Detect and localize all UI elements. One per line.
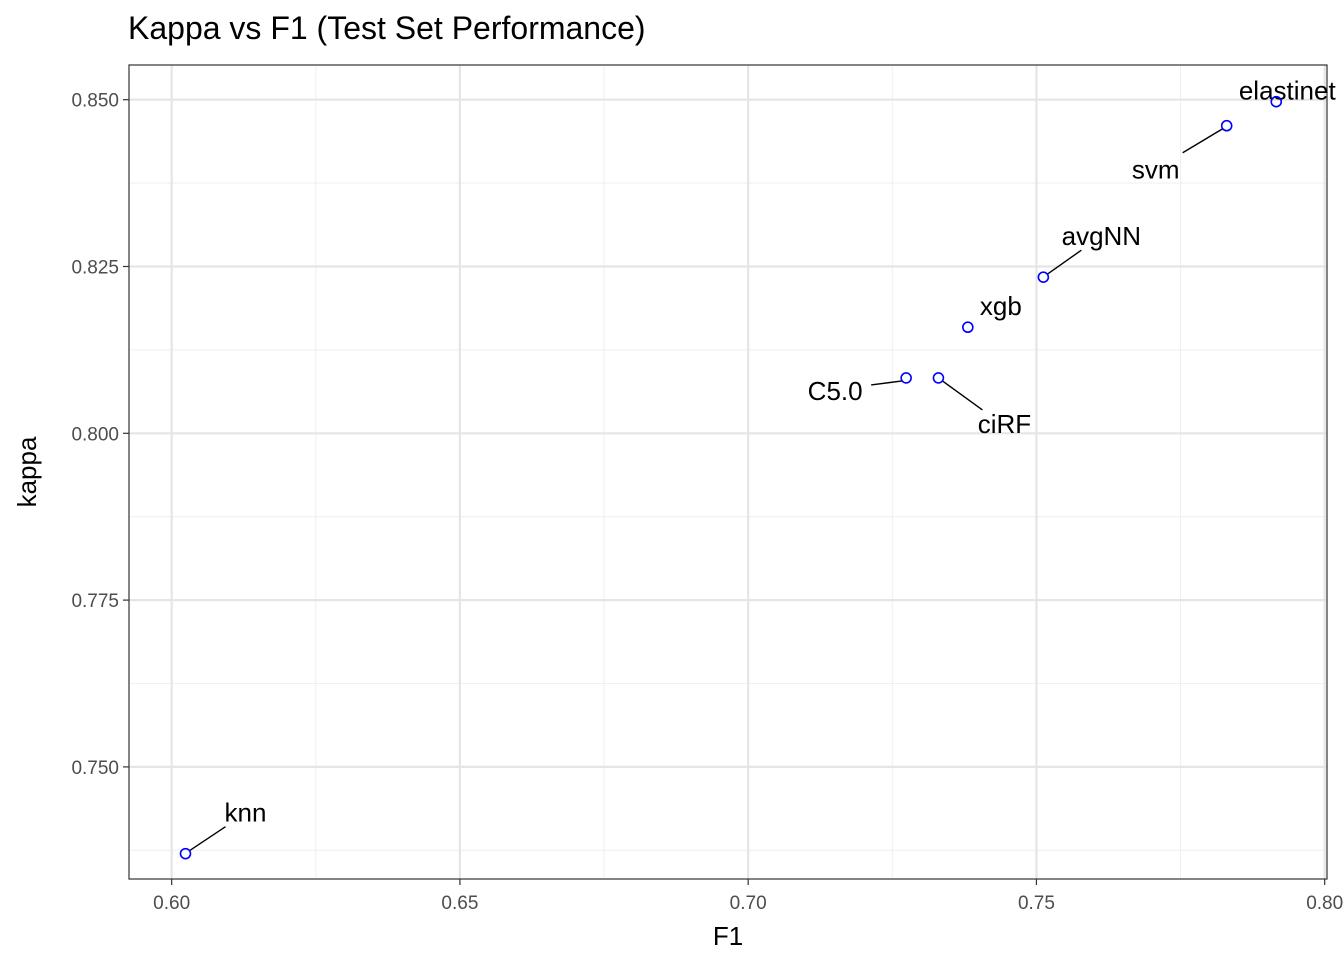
point-label-cirf: ciRF [978, 409, 1031, 439]
label-leader-line [1046, 249, 1082, 275]
x-tick-label: 0.65 [441, 893, 478, 914]
y-tick-label: 0.775 [71, 591, 119, 612]
y-tick-label: 0.800 [71, 424, 119, 445]
data-point-avgnn [1037, 271, 1050, 283]
data-point-cirf [932, 372, 945, 384]
y-axis-title: kappa [12, 436, 42, 507]
label-leader-line [871, 380, 903, 386]
point-label-c5-0: C5.0 [808, 376, 863, 406]
x-axis-title: F1 [713, 921, 743, 951]
data-point-knn [179, 847, 192, 860]
y-tick-label: 0.850 [71, 91, 119, 112]
point-label-svm: svm [1132, 155, 1180, 185]
y-tick-label: 0.825 [71, 257, 119, 278]
x-tick-label: 0.75 [1018, 893, 1055, 914]
point-label-xgb: xgb [980, 291, 1022, 321]
chart-title: Kappa vs F1 (Test Set Performance) [128, 10, 646, 46]
plot-panel [128, 64, 1328, 880]
point-label-knn: knn [225, 798, 267, 828]
y-tick-label: 0.750 [71, 758, 119, 779]
point-label-elastinet: elastinet [1239, 76, 1337, 106]
label-leader-line [189, 826, 226, 852]
point-label-avgnn: avgNN [1062, 221, 1141, 251]
x-tick-label: 0.70 [730, 893, 767, 914]
data-points [179, 95, 1283, 860]
x-tick-label: 0.80 [1306, 893, 1343, 914]
data-point-elastinet [1270, 95, 1283, 108]
data-point-xgb [962, 321, 974, 334]
label-leader-line [942, 380, 983, 411]
axis-ticks: 0.60 0.65 0.70 0.75 0.80 0.750 0.775 0.800 0.825… [71, 91, 1343, 914]
data-point-svm [1220, 119, 1233, 132]
x-tick-label: 0.60 [153, 893, 190, 914]
label-leader-line [1182, 128, 1224, 154]
data-point-c5-0 [900, 372, 912, 384]
point-labels: knn C5.0 ciRF xgb avgNN svm elastinet [189, 76, 1337, 852]
grid [129, 65, 1327, 879]
